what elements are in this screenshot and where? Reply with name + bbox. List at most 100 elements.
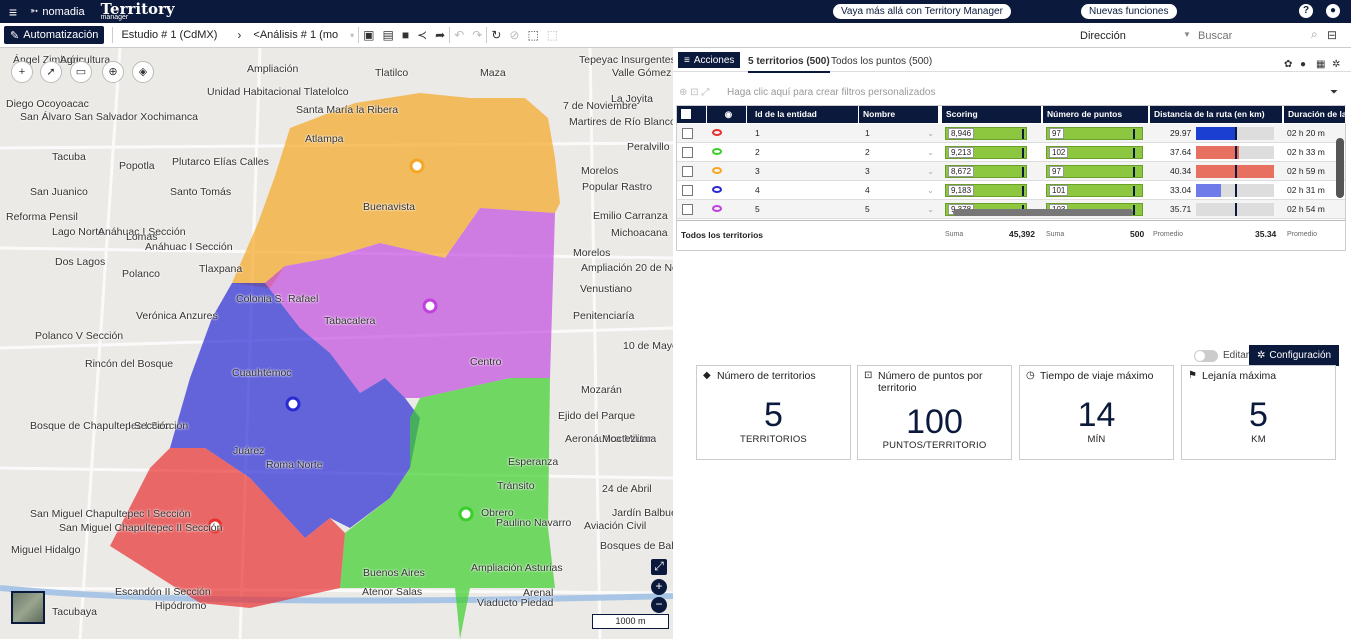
filter-tools-icon[interactable]: ⊕ ⊡ ⤢ [679,87,710,98]
chevron-down-icon[interactable]: ⌄ [927,204,935,214]
row-checkbox[interactable] [682,166,693,177]
comment-icon[interactable]: ▭ [70,61,92,83]
col-points[interactable]: Número de puntos [1043,106,1149,123]
funnel-icon[interactable]: ⏷ [1330,87,1338,98]
row-checkbox[interactable] [682,185,693,196]
configuration-button[interactable]: ✲ Configuración [1249,345,1340,366]
table-row[interactable]: 1 1 ⌄ 8,946 97 29.97 02 h 20 m [677,124,1345,143]
map[interactable]: Ángel Zimbrón Agricultura Ampliación Tlatil… [0,48,673,639]
cell-points: 102 [1049,147,1069,158]
chevron-down-icon[interactable]: ⌄ [927,166,935,176]
col-duration[interactable]: Duración de la ruta [1284,106,1346,123]
table-row[interactable]: 4 4 ⌄ 9,183 101 33.04 02 h 31 m [677,181,1345,200]
folder-icon[interactable]: ■ [401,28,410,42]
zoom-out-icon[interactable]: − [651,597,667,613]
map-label: Rincón del Bosque [85,358,174,370]
zoom-in-tool-icon[interactable]: + [11,61,33,83]
news-button[interactable]: Nuevas funciones [1081,4,1177,19]
chevron-down-icon[interactable]: ▾ [350,30,355,40]
layers-icon[interactable]: ◈ [132,61,154,83]
filter-input[interactable]: Haga clic aquí para crear filtros person… [727,87,936,98]
map-label: Aeronáutica Militar [565,433,652,445]
chevron-down-icon[interactable]: ⌄ [927,128,935,138]
eye-icon[interactable] [712,129,722,136]
promo-button[interactable]: Vaya más allá con Territory Manager [833,4,1011,19]
save-as-icon[interactable]: ▤ [382,28,394,42]
eye-header-icon[interactable]: ◉ [707,106,747,123]
share-icon[interactable]: ≺ [417,28,428,42]
user-icon[interactable]: ● [1326,4,1340,18]
save-icon[interactable]: ▣ [363,28,375,42]
eye-icon[interactable] [712,148,722,155]
map-label: Arenal [523,587,554,599]
map-label: Popular Rastro [582,181,653,193]
distance-bar-fill [1196,203,1235,216]
zoom-area-icon[interactable]: ⊕ [102,61,124,83]
col-name[interactable]: Nombre [859,106,939,123]
col-id[interactable]: Id de la entidad [747,106,859,123]
wand-icon: ✎ [10,29,20,42]
undo-icon[interactable]: ↶ [454,28,465,42]
study-selector[interactable]: Estudio # 1 (CdMX) [121,29,218,41]
refresh-icon[interactable]: ↻ [491,28,502,42]
layout-icon[interactable]: ⊟ [1327,28,1338,42]
map-canvas[interactable] [0,48,673,639]
eye-icon[interactable] [712,186,722,193]
gear-icon[interactable]: ✲ [1332,59,1341,70]
analysis-selector[interactable]: <Análisis # 1 (mo [253,29,339,41]
pointer-icon[interactable]: ➚ [40,61,62,83]
chevron-down-icon[interactable]: ▼ [1183,30,1191,39]
col-scoring[interactable]: Scoring [942,106,1042,123]
cell-name[interactable]: 3 [865,166,870,176]
horizontal-scrollbar[interactable] [953,209,1133,216]
grid-icon[interactable]: ▦ [1316,59,1326,70]
menu-icon[interactable]: ≡ [8,3,18,20]
zoom-in-icon[interactable]: + [651,579,667,595]
distance-bar-tick [1235,127,1237,140]
points-bar: 97 [1046,127,1143,140]
satellite-toggle[interactable] [11,591,45,624]
territory-1-area [110,448,345,608]
vertical-scrollbar[interactable] [1336,138,1344,198]
fullscreen-icon[interactable]: ⤢ [651,559,667,575]
direction-select[interactable]: Dirección [1080,30,1126,42]
map-label: Bosques de Bal... [600,540,673,552]
map-label: Polanco [122,268,160,280]
map-label: Santo Tomás [170,186,232,198]
cell-name[interactable]: 1 [865,128,870,138]
row-checkbox[interactable] [682,128,693,139]
block-icon[interactable]: ⊘ [509,28,520,42]
redo-icon[interactable]: ↷ [472,28,483,42]
search-input[interactable] [1198,30,1303,42]
palette-icon[interactable]: ● [1300,59,1307,70]
row-checkbox[interactable] [682,204,693,215]
row-checkbox[interactable] [682,147,693,158]
table-row[interactable]: 2 2 ⌄ 9,213 102 37.64 02 h 33 m [677,143,1345,162]
tab-points[interactable]: Todos los puntos (500) [831,56,933,67]
tab-territories[interactable]: 5 territorios (500) [748,56,830,73]
cell-duration: 02 h 20 m [1287,128,1325,138]
cell-name[interactable]: 4 [865,185,870,195]
actions-button[interactable]: ≡ Acciones [678,52,741,68]
map-label: Colonia S. [236,293,285,305]
eye-icon[interactable] [712,205,722,212]
chevron-down-icon[interactable]: ⌄ [927,185,935,195]
search-icon[interactable]: ⌕ [1311,27,1318,41]
map-label: Cuauhtémoc [232,367,292,379]
forward-icon[interactable]: ➦ [435,28,446,42]
clear-selection-icon[interactable]: ⬚ [546,28,559,42]
eye-icon[interactable] [712,167,722,174]
table-row[interactable]: 3 3 ⌄ 8,672 97 40.34 02 h 59 m [677,162,1345,181]
select-area-icon[interactable]: ⬚ [527,28,539,42]
distance-bar [1196,127,1274,140]
cell-name[interactable]: 2 [865,147,870,157]
automation-button[interactable]: ✎ Automatización [4,26,105,44]
help-icon[interactable]: ? [1299,4,1313,18]
chevron-down-icon[interactable]: ⌄ [927,147,935,157]
edit-toggle[interactable] [1194,350,1218,362]
cell-name[interactable]: 5 [865,204,870,214]
col-distance[interactable]: Distancia de la ruta (en km) [1150,106,1283,123]
select-all-header[interactable] [677,106,707,123]
map-label: Michoacana [611,227,668,239]
color-palette-icon[interactable]: ✿ [1284,59,1293,70]
